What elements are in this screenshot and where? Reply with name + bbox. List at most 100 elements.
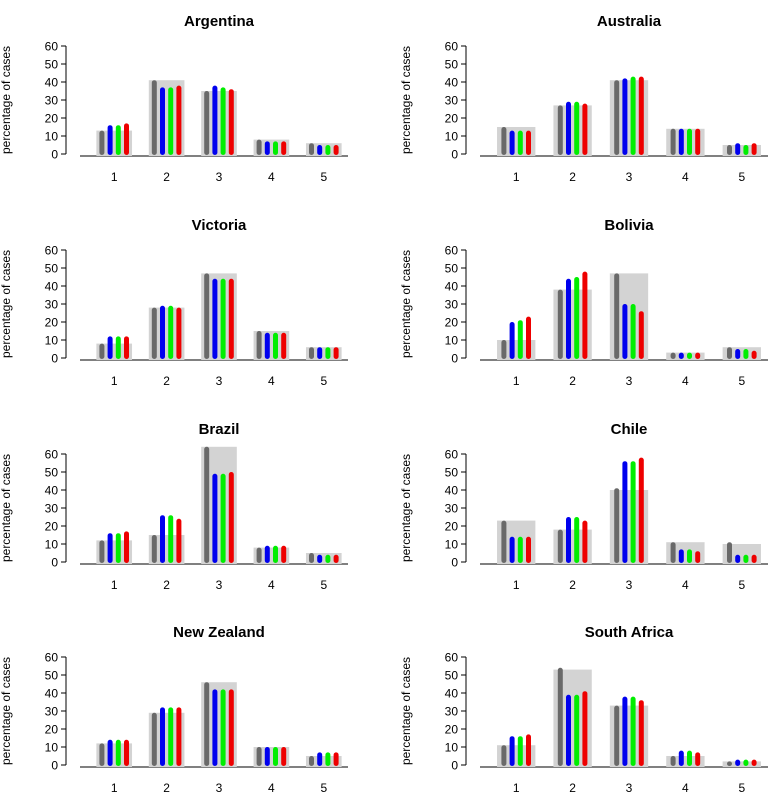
panel-7-bar-series-2 [317, 752, 323, 766]
panel-6-background-bar [666, 542, 705, 564]
panel-2-bar-series-3 [687, 128, 692, 155]
panel-8-x-tick-label: 2 [569, 781, 576, 795]
panel-3-bar-series-4 [124, 336, 129, 359]
panel-2-bar-series-2 [678, 128, 684, 155]
panel-2-bar-series-1 [557, 105, 563, 155]
panel-3-background-bar [305, 347, 342, 360]
panel-5-x-tick-label: 4 [268, 578, 275, 592]
panel-6-ylabel: percentage of cases [399, 454, 413, 562]
panel-6-bar-series-1 [614, 488, 620, 563]
panel-2-bar-series-3 [630, 76, 636, 155]
panel-8-bar-series-3 [574, 694, 580, 766]
panel-7-y-tick-label: 10 [45, 741, 59, 755]
panel-4-x-tick-label: 5 [738, 374, 745, 388]
panel-8-background-bar [666, 756, 705, 767]
panel-2-bar-series-2 [566, 101, 571, 155]
panel-5-bar-series-3 [168, 515, 174, 563]
panel-4-bar-series-1 [670, 352, 676, 359]
panel-5-bar-series-4 [176, 518, 182, 563]
panel-5-bar-series-4 [124, 531, 129, 563]
panel-6-y-tick-label: 30 [445, 502, 459, 516]
panel-1-background-bar [305, 143, 342, 156]
panel-6-y-tick-label: 60 [445, 448, 459, 462]
panel-4-y-tick-label: 40 [445, 280, 459, 294]
panel-6-bar-series-1 [501, 520, 507, 563]
panel-4-bar-series-4 [638, 311, 644, 359]
panel-2-y-tick-label: 30 [445, 94, 459, 108]
panel-2-y-tick-label: 50 [445, 58, 459, 72]
panel-2-x-tick-label: 2 [569, 170, 576, 184]
panel-6-background-bar [722, 544, 761, 564]
panel-6-bar-series-4 [695, 551, 701, 563]
panel-1-bar-series-3 [168, 87, 174, 155]
panel-1-bar-series-2 [317, 145, 323, 155]
panel-2-y-tick-label: 40 [445, 76, 459, 90]
panel-8-y-tick-label: 20 [445, 723, 459, 737]
panel-4-bar-series-4 [582, 271, 588, 359]
panel-4-bar-series-1 [557, 289, 563, 359]
panel-5-x-tick-label: 1 [111, 578, 118, 592]
panel-4-x-tick-label: 1 [513, 374, 520, 388]
panel-3-bar-series-2 [107, 336, 113, 359]
panel-3-y-tick-label: 20 [45, 316, 59, 330]
panel-4-x-tick-label: 2 [569, 374, 576, 388]
panel-2-bar-series-4 [526, 130, 531, 155]
panel-8-y-tick-label: 40 [445, 687, 459, 701]
panel-3-background-bar [96, 343, 133, 360]
panel-2-bar-series-3 [743, 145, 749, 155]
panel-5-bar-series-4 [281, 545, 287, 563]
panel-2-bar-series-1 [670, 128, 676, 155]
panel-2-y-tick-label: 60 [445, 40, 459, 54]
panel-2-title: Australia [597, 13, 662, 30]
panel-4-bar-series-1 [727, 347, 732, 359]
panel-5-bar-series-1 [151, 535, 157, 563]
panel-6-bar-series-1 [727, 542, 732, 563]
panel-5-y-tick-label: 0 [51, 556, 58, 570]
panel-8-background-bar [722, 761, 761, 767]
panel-7-bar-series-2 [212, 689, 218, 766]
panel-1-bar-series-3 [273, 141, 278, 155]
panel-8-bar-series-3 [743, 759, 749, 766]
panel-7-y-tick-label: 20 [45, 723, 59, 737]
panel-3-bar-series-3 [220, 278, 226, 359]
panel-2-background-bar [722, 145, 761, 156]
panel-6-x-tick-label: 3 [626, 578, 633, 592]
panel-5-bar-series-3 [115, 533, 121, 563]
panel-3-y-tick-label: 50 [45, 262, 59, 276]
panel-7-y-tick-label: 0 [51, 759, 58, 773]
panel-4-bar-series-2 [509, 322, 515, 359]
panel-5-bar-series-3 [325, 554, 331, 563]
panel-7-bar-series-1 [204, 682, 210, 766]
panel-3-y-tick-label: 10 [45, 334, 59, 348]
panel-5-y-tick-label: 20 [45, 520, 59, 534]
panel-6-bar-series-3 [574, 517, 580, 563]
panel-4-y-tick-label: 50 [445, 262, 459, 276]
panel-1-bar-series-1 [256, 139, 262, 155]
panel-3-bar-series-1 [256, 331, 262, 359]
panel-1-bar-series-2 [160, 87, 165, 155]
panel-7-ylabel: percentage of cases [0, 657, 13, 765]
panel-4-bar-series-2 [735, 349, 741, 359]
panel-3-bar-series-3 [325, 347, 331, 359]
panel-1-bar-series-4 [176, 85, 182, 155]
panel-8-bar-series-3 [630, 696, 636, 766]
panel-5-background-bar [305, 553, 342, 564]
panel-1-bar-series-2 [107, 125, 113, 155]
panel-3-bar-series-3 [115, 336, 121, 359]
panel-1-y-tick-label: 30 [45, 94, 59, 108]
panel-3-ylabel: percentage of cases [0, 250, 13, 358]
panel-3-y-tick-label: 0 [51, 352, 58, 366]
panel-8-bar-series-1 [727, 761, 732, 766]
panel-1-y-tick-label: 20 [45, 112, 59, 126]
panel-1-x-tick-label: 4 [268, 170, 275, 184]
panel-6-bar-series-3 [517, 536, 523, 563]
panel-8-x-tick-label: 5 [738, 781, 745, 795]
panel-7-bar-series-2 [264, 747, 270, 766]
panel-7-background-bar [305, 756, 342, 767]
panel-3-bar-series-1 [99, 343, 105, 359]
panel-6-x-tick-label: 4 [682, 578, 689, 592]
panel-3-x-tick-label: 2 [163, 374, 170, 388]
panel-2-bar-series-4 [582, 103, 588, 155]
